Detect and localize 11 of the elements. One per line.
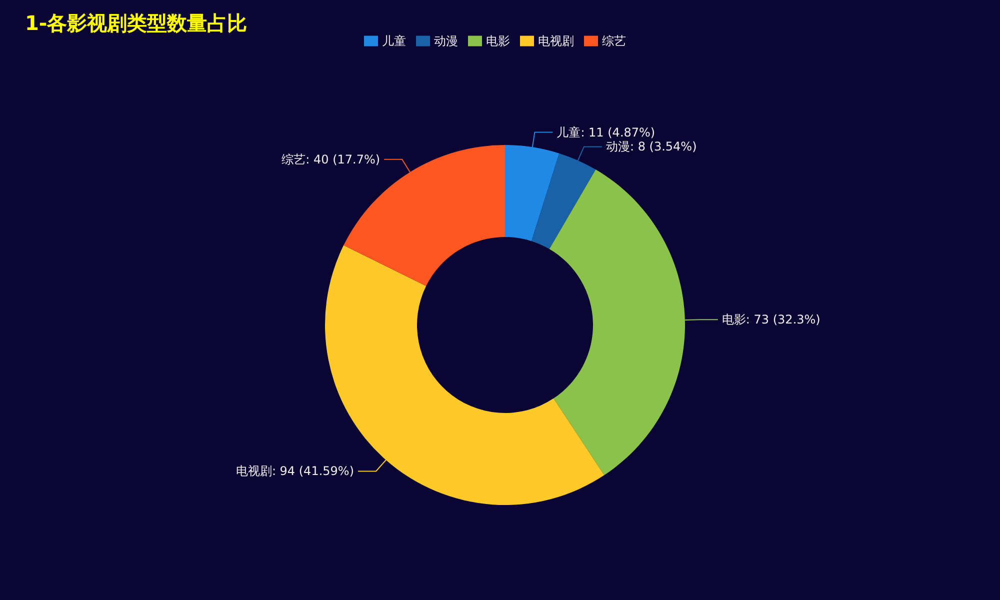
data-label: 动漫: 8 (3.54%) xyxy=(606,140,697,154)
data-label: 电影: 73 (32.3%) xyxy=(722,312,820,327)
data-label: 电视剧: 94 (41.59%) xyxy=(236,464,354,478)
legend-label: 电视剧 xyxy=(538,34,574,48)
legend-label: 综艺 xyxy=(602,34,626,48)
legend-label: 电影 xyxy=(486,34,510,48)
legend-label: 儿童 xyxy=(382,34,406,48)
data-label: 儿童: 11 (4.87%) xyxy=(556,125,656,140)
data-label: 综艺: 40 (17.7%) xyxy=(282,152,380,166)
chart-title: 1-各影视剧类型数量占比 xyxy=(25,10,248,37)
legend-label: 动漫 xyxy=(434,34,458,48)
